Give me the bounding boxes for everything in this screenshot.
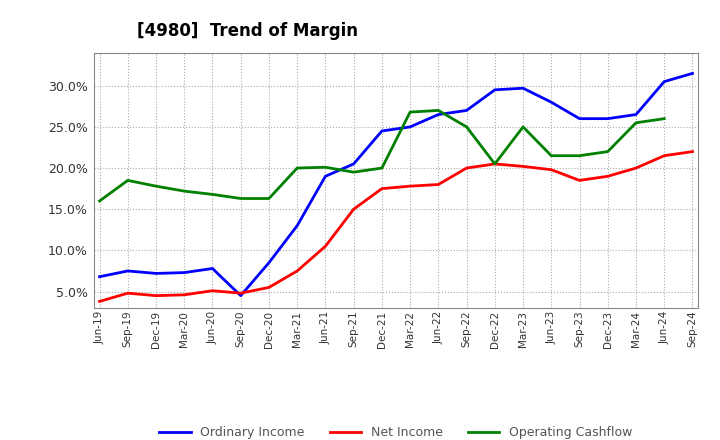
- Net Income: [321, 244, 330, 249]
- Ordinary Income: [603, 116, 612, 121]
- Ordinary Income: [265, 260, 274, 265]
- Ordinary Income: [377, 128, 386, 134]
- Ordinary Income: [406, 124, 415, 129]
- Operating Cashflow: [518, 124, 527, 129]
- Operating Cashflow: [603, 149, 612, 154]
- Operating Cashflow: [490, 161, 499, 167]
- Operating Cashflow: [377, 165, 386, 171]
- Ordinary Income: [462, 108, 471, 113]
- Ordinary Income: [349, 161, 358, 167]
- Operating Cashflow: [123, 178, 132, 183]
- Net Income: [688, 149, 697, 154]
- Operating Cashflow: [293, 165, 302, 171]
- Net Income: [180, 292, 189, 297]
- Operating Cashflow: [95, 198, 104, 204]
- Net Income: [152, 293, 161, 298]
- Line: Net Income: Net Income: [99, 152, 693, 301]
- Operating Cashflow: [462, 124, 471, 129]
- Net Income: [377, 186, 386, 191]
- Ordinary Income: [660, 79, 669, 84]
- Operating Cashflow: [575, 153, 584, 158]
- Line: Operating Cashflow: Operating Cashflow: [99, 110, 665, 201]
- Net Income: [490, 161, 499, 167]
- Ordinary Income: [293, 223, 302, 228]
- Net Income: [265, 285, 274, 290]
- Net Income: [434, 182, 443, 187]
- Ordinary Income: [236, 293, 245, 298]
- Legend: Ordinary Income, Net Income, Operating Cashflow: Ordinary Income, Net Income, Operating C…: [154, 422, 638, 440]
- Ordinary Income: [321, 174, 330, 179]
- Operating Cashflow: [434, 108, 443, 113]
- Ordinary Income: [547, 99, 556, 105]
- Net Income: [603, 174, 612, 179]
- Ordinary Income: [518, 85, 527, 91]
- Net Income: [660, 153, 669, 158]
- Operating Cashflow: [321, 165, 330, 170]
- Net Income: [208, 288, 217, 293]
- Ordinary Income: [434, 112, 443, 117]
- Operating Cashflow: [547, 153, 556, 158]
- Ordinary Income: [95, 274, 104, 279]
- Net Income: [631, 165, 640, 171]
- Net Income: [518, 164, 527, 169]
- Operating Cashflow: [660, 116, 669, 121]
- Ordinary Income: [208, 266, 217, 271]
- Net Income: [575, 178, 584, 183]
- Operating Cashflow: [265, 196, 274, 201]
- Net Income: [95, 299, 104, 304]
- Net Income: [349, 206, 358, 212]
- Ordinary Income: [575, 116, 584, 121]
- Ordinary Income: [490, 87, 499, 92]
- Net Income: [547, 167, 556, 172]
- Ordinary Income: [631, 112, 640, 117]
- Ordinary Income: [123, 268, 132, 274]
- Operating Cashflow: [152, 183, 161, 189]
- Ordinary Income: [152, 271, 161, 276]
- Operating Cashflow: [180, 188, 189, 194]
- Net Income: [123, 290, 132, 296]
- Ordinary Income: [180, 270, 189, 275]
- Operating Cashflow: [349, 169, 358, 175]
- Net Income: [462, 165, 471, 171]
- Operating Cashflow: [208, 192, 217, 197]
- Ordinary Income: [688, 71, 697, 76]
- Net Income: [236, 290, 245, 296]
- Net Income: [293, 268, 302, 274]
- Text: [4980]  Trend of Margin: [4980] Trend of Margin: [137, 22, 358, 40]
- Net Income: [406, 183, 415, 189]
- Line: Ordinary Income: Ordinary Income: [99, 73, 693, 296]
- Operating Cashflow: [236, 196, 245, 201]
- Operating Cashflow: [631, 120, 640, 125]
- Operating Cashflow: [406, 110, 415, 115]
